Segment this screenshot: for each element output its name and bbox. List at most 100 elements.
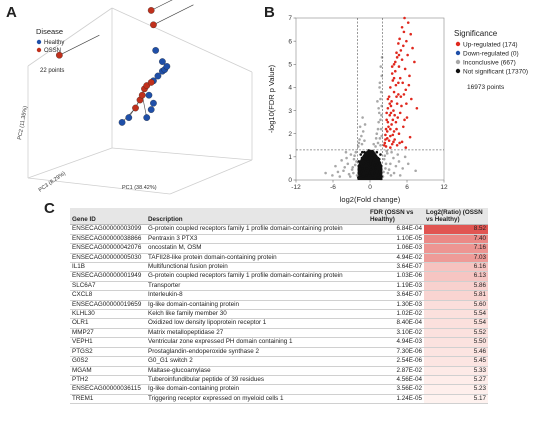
table-row: PTH2 Tuberoinfundibular peptide of 39 res… [70, 375, 488, 386]
table-row: ENSECAG00000001949 G-protein coupled rece… [70, 271, 488, 282]
fdr-cell: 2.54E-06 [368, 356, 424, 367]
deg-table: Gene ID Description FDR (OSSN vs Healthy… [70, 208, 488, 405]
gene-id-cell: ENSECAG00000042076 [70, 243, 146, 254]
table-body: ENSECAG00000003099 G-protein coupled rece… [70, 224, 488, 405]
fdr-cell: 6.84E-04 [368, 224, 424, 235]
volcano-point-up [385, 118, 388, 122]
pca-stem [153, 4, 194, 26]
volcano-point-up [397, 42, 400, 45]
volcano-point-inconclusive [379, 97, 382, 101]
pca-point-healthy [147, 106, 155, 113]
volcano-point-up [400, 140, 404, 144]
volcano-point-up [390, 142, 394, 146]
fdr-cell: 1.30E-03 [368, 300, 424, 311]
volcano-point-up [392, 130, 396, 133]
pca-point-healthy [125, 114, 133, 121]
volcano-point-inconclusive [378, 137, 382, 140]
volcano-ytick-label: 6 [288, 38, 292, 45]
volcano-point-up [392, 109, 395, 112]
log2ratio-cell: 5.23 [424, 384, 488, 395]
volcano-point-inconclusive [353, 163, 357, 167]
volcano-point-notsig [365, 167, 369, 170]
volcano-point-up [397, 93, 400, 96]
volcano-point-notsig [376, 162, 379, 166]
volcano-point-inconclusive [372, 142, 375, 146]
volcano-point-notsig [360, 170, 363, 174]
table-row: ENSECAG00000003099 G-protein coupled rece… [70, 224, 488, 235]
volcano-point-up [404, 146, 408, 149]
description-cell: TAFII28-like protein domain-containing p… [146, 253, 368, 264]
volcano-point-up [391, 133, 395, 137]
description-cell: Pentraxin 3 PTX3 [146, 234, 368, 245]
volcano-ytick-label: 2 [288, 131, 292, 138]
volcano-point-notsig [369, 168, 373, 171]
volcano-point-inconclusive [384, 162, 388, 166]
volcano-point-up [384, 145, 388, 148]
volcano-point-up [390, 72, 394, 75]
description-cell: Prostaglandin-endoperoxide synthase 2 [146, 347, 368, 358]
gene-id-cell: MGAM [70, 366, 146, 376]
volcano-point-inconclusive [345, 156, 348, 160]
volcano-point-notsig [372, 159, 375, 162]
volcano-point-notsig [362, 162, 366, 166]
volcano-point-inconclusive [379, 65, 383, 68]
volcano-point-up [403, 16, 406, 20]
volcano-point-inconclusive [357, 141, 361, 145]
volcano-point-notsig [360, 156, 364, 160]
volcano-point-inconclusive [380, 134, 384, 138]
volcano-ylabel: -log10(FDR p Value) [267, 64, 276, 133]
fdr-cell: 3.10E-02 [368, 328, 424, 339]
volcano-point-up [402, 93, 406, 96]
gene-id-cell: SLC6A7 [70, 281, 146, 292]
volcano-point-notsig [370, 164, 374, 168]
col-header-log2ratio: Log2(Ratio) (OSSN vs Healthy) [424, 208, 488, 226]
volcano-point-inconclusive [347, 172, 351, 176]
volcano-point-notsig [366, 150, 369, 154]
description-cell: Kelch like family member 30 [146, 309, 368, 320]
volcano-point-up [400, 58, 404, 61]
volcano-xtick-label: -6 [330, 184, 336, 191]
panel-label-a: A [6, 4, 17, 21]
pca-legend-note: 22 points [40, 68, 64, 74]
volcano-point-inconclusive [376, 141, 380, 145]
volcano-point-inconclusive [380, 74, 384, 78]
volcano-point-up [386, 120, 390, 124]
volcano-point-inconclusive [403, 155, 407, 159]
volcano-legend-down: Down-regulated (0) [463, 50, 519, 57]
volcano-point-inconclusive [363, 123, 367, 126]
volcano-point-up [397, 132, 401, 136]
volcano-point-notsig [366, 160, 370, 163]
volcano-xlabel: log2(Fold change) [340, 195, 401, 204]
gene-id-cell: ENSECAG00000001949 [70, 271, 146, 282]
deg-table-container: Gene ID Description FDR (OSSN vs Healthy… [70, 208, 488, 405]
pca-point-healthy [118, 119, 126, 126]
volcano-point-inconclusive [387, 168, 391, 171]
volcano-point-notsig [360, 150, 364, 154]
volcano-point-up [392, 90, 396, 94]
volcano-point-up [404, 88, 408, 92]
volcano-point-notsig [365, 174, 368, 177]
volcano-point-notsig [365, 154, 368, 157]
volcano-point-inconclusive [351, 165, 355, 169]
volcano-point-up [389, 146, 392, 149]
volcano-point-inconclusive [331, 174, 334, 177]
gene-id-cell: VEPH1 [70, 337, 146, 348]
volcano-points [324, 16, 419, 181]
fdr-cell: 4.94E-03 [368, 337, 424, 348]
volcano-point-up [408, 74, 411, 78]
volcano-point-up [406, 53, 409, 57]
volcano-point-inconclusive [379, 143, 382, 147]
log2ratio-cell: 6.16 [424, 262, 488, 273]
log2ratio-cell: 5.54 [424, 309, 488, 320]
volcano-point-inconclusive [385, 149, 388, 153]
table-row: SLC6A7 Transporter 1.19E-03 5.86 [70, 281, 488, 292]
volcano-point-up [384, 133, 387, 137]
pca-point-ossn [150, 21, 157, 29]
volcano-point-up [392, 140, 395, 144]
volcano-point-inconclusive [379, 90, 383, 94]
volcano-ytick-label: 7 [288, 15, 292, 22]
log2ratio-cell: 7.16 [424, 243, 488, 254]
volcano-point-up [393, 138, 396, 141]
volcano-point-up [394, 83, 398, 87]
table-row: IL1B Multifunctional fusion protein 3.64E-… [70, 262, 488, 273]
